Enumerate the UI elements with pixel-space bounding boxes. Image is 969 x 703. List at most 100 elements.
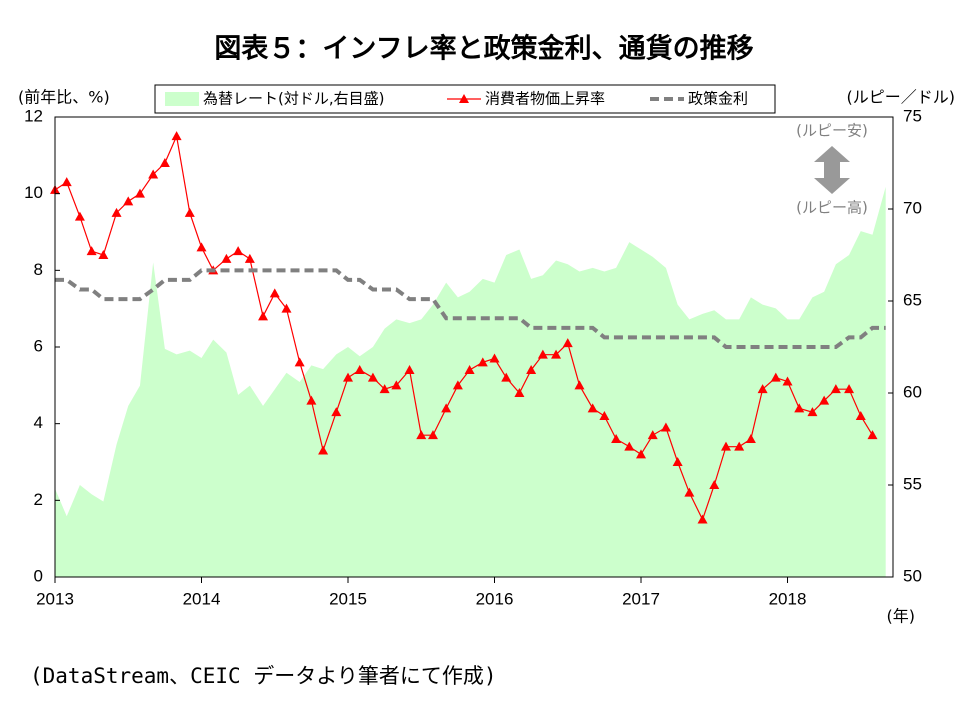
cpi-marker [184, 207, 195, 217]
x-tick-label: 2017 [622, 589, 660, 608]
y2-tick-label: 60 [903, 382, 922, 401]
cpi-marker [611, 434, 622, 443]
cpi-marker [660, 422, 671, 432]
cpi-marker [830, 384, 841, 394]
cpi-marker [258, 311, 269, 321]
y-tick-label: 8 [34, 260, 43, 279]
cpi-marker [354, 365, 365, 374]
cpi-marker [441, 403, 452, 413]
cpi-marker [709, 480, 720, 489]
annotation: (ルピー安) [796, 122, 868, 140]
legend-swatch [165, 92, 199, 106]
cpi-marker [599, 411, 610, 420]
cpi-marker [367, 372, 378, 382]
cpi-marker [489, 353, 500, 363]
cpi-marker [647, 430, 658, 440]
cpi-marker [134, 188, 145, 198]
source-note: (DataStream、CEIC データより筆者にて作成) [30, 664, 497, 688]
y-axis-label: (前年比、%) [18, 88, 110, 107]
cpi-marker [123, 196, 134, 206]
x-tick-label: 2015 [329, 589, 367, 608]
cpi-marker [697, 514, 708, 524]
cpi-marker [391, 380, 402, 390]
cpi-marker [221, 253, 232, 263]
x-tick-label: 2016 [476, 589, 514, 608]
cpi-marker [416, 430, 427, 440]
cpi-marker [294, 357, 305, 367]
cpi-marker [624, 441, 635, 451]
cpi-marker [281, 303, 292, 313]
y2-tick-label: 50 [903, 566, 922, 585]
cpi-marker [464, 365, 475, 374]
cpi-marker [819, 395, 830, 405]
cpi-marker [855, 411, 866, 420]
cpi-marker [672, 457, 683, 466]
cpi-marker [331, 407, 342, 417]
y2-tick-label: 65 [903, 290, 922, 309]
cpi-marker [636, 449, 647, 459]
y-tick-label: 2 [34, 490, 43, 509]
cpi-marker [427, 430, 438, 440]
direction-arrow [814, 146, 850, 194]
y2-tick-label: 75 [903, 106, 922, 125]
y-tick-label: 12 [24, 106, 43, 125]
legend-label: 為替レート(対ドル,右目盛) [203, 90, 384, 108]
cpi-marker [379, 384, 390, 394]
cpi-marker [734, 441, 745, 451]
annotation: (ルピー高) [796, 199, 868, 217]
x-tick-label: 2018 [769, 589, 807, 608]
cpi-marker [148, 169, 159, 179]
cpi-marker [159, 158, 170, 167]
cpi-marker [684, 487, 695, 497]
cpi-marker [526, 365, 537, 374]
x-tick-label: 2013 [36, 589, 74, 608]
cpi-marker [794, 403, 805, 413]
y-tick-label: 0 [34, 566, 43, 585]
cpi-marker [574, 380, 585, 390]
cpi-marker [720, 441, 731, 451]
legend-label: 消費者物価上昇率 [485, 90, 605, 108]
x-axis-label: (年) [887, 607, 916, 626]
cpi-marker [844, 384, 855, 394]
cpi-marker [477, 357, 488, 367]
cpi-marker [867, 430, 878, 440]
policy-rate-line [55, 268, 886, 349]
x-tick-label: 2014 [183, 589, 221, 608]
cpi-marker [343, 372, 354, 382]
cpi-marker [537, 349, 548, 359]
cpi-marker [74, 211, 85, 221]
cpi-marker [86, 246, 97, 256]
cpi-marker [745, 434, 756, 443]
y2-tick-label: 70 [903, 198, 922, 217]
cpi-marker [757, 384, 768, 394]
legend-label: 政策金利 [688, 90, 748, 108]
cpi-marker [318, 445, 329, 455]
cpi-marker [807, 407, 818, 417]
plot-area [50, 131, 886, 578]
cpi-marker [501, 372, 512, 382]
fx-area [55, 186, 886, 578]
cpi-marker [233, 246, 244, 256]
cpi-marker [111, 207, 122, 217]
cpi-marker [244, 253, 255, 263]
y-tick-label: 4 [34, 413, 43, 432]
cpi-marker [551, 349, 562, 359]
cpi-marker [404, 365, 415, 374]
y2-axis-label: (ルピー／ドル) [847, 88, 956, 107]
cpi-marker [782, 376, 793, 386]
cpi-marker [306, 395, 317, 405]
y-tick-label: 10 [24, 183, 43, 202]
cpi-marker [562, 338, 573, 348]
cpi-marker [514, 388, 525, 397]
chart-title: 図表５：インフレ率と政策金利、通貨の推移 [214, 33, 753, 65]
y2-tick-label: 55 [903, 474, 922, 493]
cpi-marker [61, 177, 72, 187]
cpi-marker [452, 380, 463, 390]
cpi-marker [587, 403, 598, 413]
cpi-marker [269, 288, 280, 298]
y-tick-label: 6 [34, 336, 43, 355]
cpi-marker [98, 250, 109, 259]
cpi-marker [171, 131, 182, 141]
cpi-marker [770, 372, 781, 382]
